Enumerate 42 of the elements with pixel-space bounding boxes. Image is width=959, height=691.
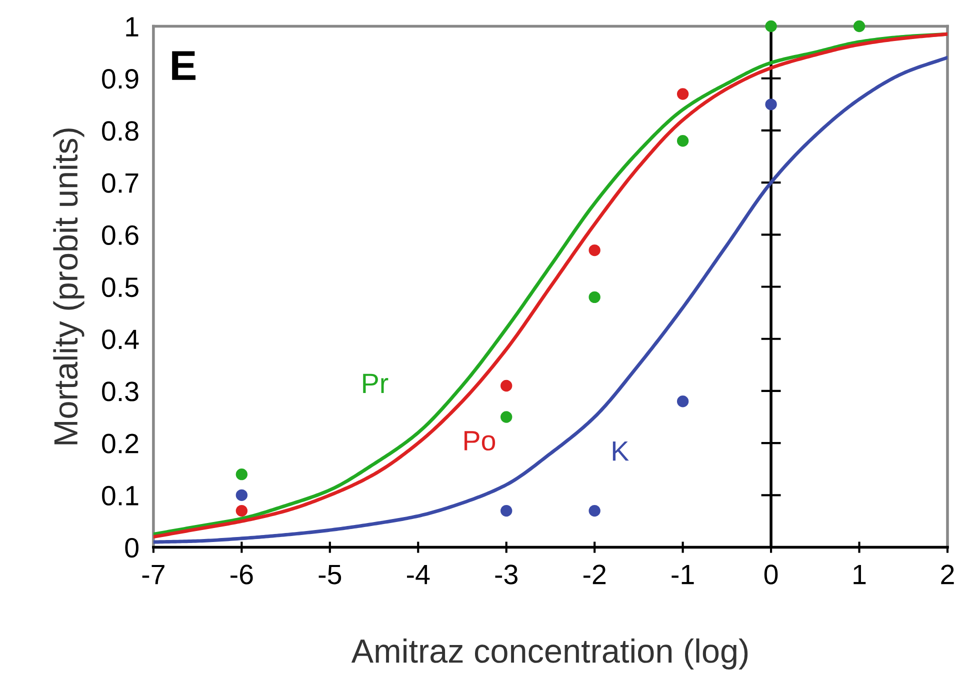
series-label: Pr [363,374,388,393]
x-tick-label: -4 [407,564,430,584]
y-tick-label: 0.9 [102,69,138,89]
point [853,20,866,32]
x-tick-label: -7 [142,564,164,584]
series-label: Po [464,431,496,451]
x-tick-label: -3 [495,564,518,584]
y-tick-label: 0.5 [102,277,138,298]
y-tick-label: 0.7 [102,173,138,193]
point [676,88,689,100]
point [676,396,689,408]
point [765,20,777,32]
x-axis-title: Amitraz concentration (log) [351,638,748,670]
x-tick-label: -1 [672,564,694,584]
point [500,380,512,392]
point [500,504,512,517]
point [236,468,248,480]
series-label: K [612,442,629,461]
point [500,411,512,423]
x-tick-label: 0 [764,564,778,584]
point [236,489,248,502]
x-tick-label: 2 [941,564,954,584]
y-tick-label: 1 [126,17,138,36]
y-tick-label: 0.4 [102,330,139,350]
point [588,504,600,517]
x-tick-label: 1 [854,564,866,584]
point [588,244,600,256]
x-tick-label: -2 [583,564,606,584]
x-tick-label: -6 [230,564,253,584]
y-tick-label: 0.3 [102,382,138,402]
y-tick-label: 0 [125,538,138,558]
point [236,504,248,517]
y-tick-label: 0.1 [102,486,138,506]
annotation: E [172,51,196,80]
y-tick-label: 0.6 [102,225,138,245]
y-tick-label: 0.2 [102,434,138,454]
y-tick-label: 0.8 [102,121,138,141]
point [676,135,689,147]
point [765,98,777,110]
point [588,291,600,304]
x-tick-label: -5 [318,564,342,584]
y-axis-title: Mortality (probit units) [53,128,84,444]
